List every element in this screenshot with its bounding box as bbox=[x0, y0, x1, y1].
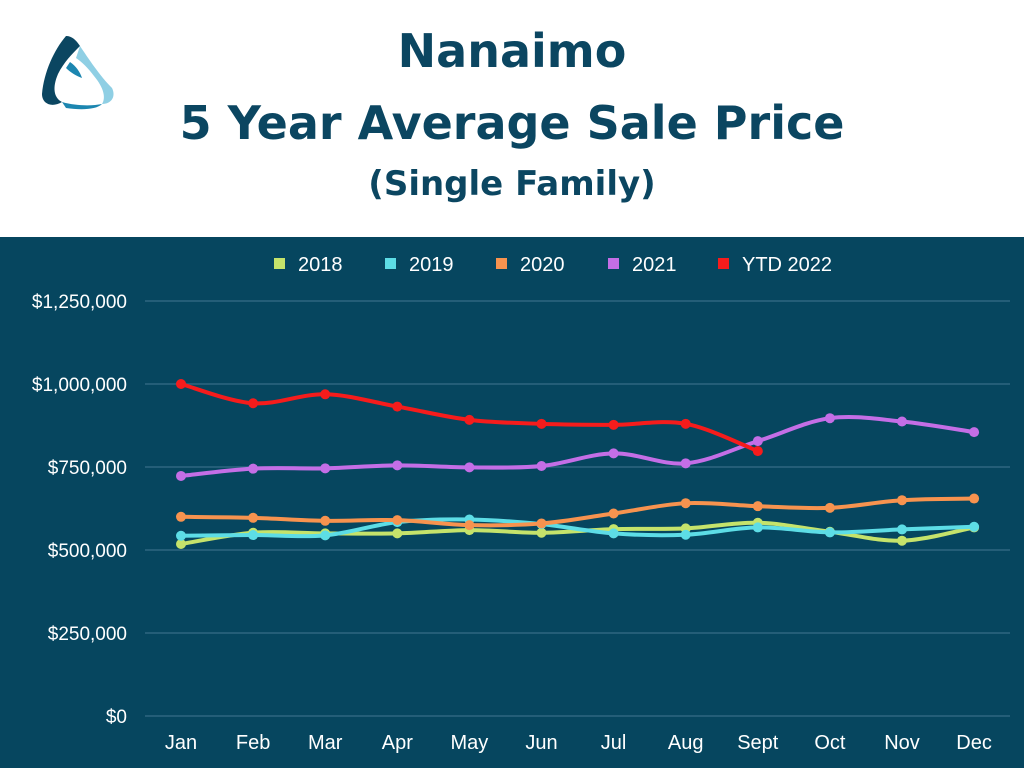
legend-swatch bbox=[274, 258, 285, 269]
data-point bbox=[320, 515, 331, 526]
line-chart: $0 $250,000 $500,000 $750,000 $1,000,000 $1,2… bbox=[32, 254, 1010, 754]
x-tick-label: Jun bbox=[525, 732, 557, 754]
y-tick-label: $750,000 bbox=[48, 458, 127, 479]
data-point bbox=[969, 427, 980, 438]
header: Nanaimo 5 Year Average Sale Price (Singl… bbox=[0, 0, 1024, 237]
y-tick-label: $1,000,000 bbox=[32, 375, 127, 396]
data-point bbox=[897, 524, 907, 535]
data-point bbox=[176, 470, 186, 481]
data-point bbox=[752, 446, 763, 457]
y-tick-label: $250,000 bbox=[48, 624, 127, 645]
company-logo bbox=[42, 36, 114, 110]
series-ytd-2022 bbox=[176, 379, 763, 457]
data-point bbox=[824, 502, 835, 513]
x-tick-label: Mar bbox=[308, 732, 343, 754]
series-line bbox=[180, 496, 975, 528]
legend-item: 2019 bbox=[385, 254, 454, 276]
data-point bbox=[536, 461, 547, 472]
data-point bbox=[176, 530, 186, 541]
data-point bbox=[176, 379, 186, 389]
legend-item: 2018 bbox=[274, 254, 343, 276]
data-point bbox=[824, 527, 835, 538]
x-tick-label: Sept bbox=[737, 732, 779, 754]
data-point bbox=[897, 495, 907, 506]
legend-swatch bbox=[608, 258, 619, 269]
x-tick-label: Dec bbox=[956, 732, 992, 754]
data-point bbox=[969, 493, 980, 504]
y-tick-label: $500,000 bbox=[48, 541, 127, 562]
legend-label: YTD 2022 bbox=[742, 254, 832, 276]
legend-label: 2021 bbox=[632, 254, 677, 276]
data-point bbox=[176, 539, 186, 550]
data-point bbox=[608, 448, 619, 459]
legend-label: 2020 bbox=[520, 254, 565, 276]
series-2020 bbox=[176, 493, 980, 531]
data-point bbox=[752, 501, 763, 512]
data-point bbox=[824, 413, 835, 424]
data-point bbox=[680, 498, 691, 509]
x-tick-label: Feb bbox=[236, 732, 270, 754]
data-point bbox=[392, 515, 403, 526]
data-point bbox=[752, 436, 763, 447]
data-point bbox=[897, 535, 907, 546]
x-tick-label: Jan bbox=[165, 732, 197, 754]
chart-panel: $0 $250,000 $500,000 $750,000 $1,000,000 $1,2… bbox=[0, 237, 1024, 768]
data-point bbox=[608, 508, 619, 519]
data-point bbox=[536, 418, 547, 429]
series-line bbox=[180, 415, 975, 478]
data-point bbox=[392, 460, 403, 471]
data-point bbox=[536, 518, 547, 529]
data-point bbox=[608, 419, 619, 430]
data-point bbox=[248, 512, 259, 523]
x-tick-label: Nov bbox=[884, 732, 920, 754]
data-point bbox=[320, 530, 331, 541]
legend-label: 2018 bbox=[298, 254, 343, 276]
data-point bbox=[464, 520, 475, 531]
legend-label: 2019 bbox=[409, 254, 454, 276]
data-point bbox=[392, 528, 403, 539]
legend-swatch bbox=[718, 258, 729, 269]
x-tick-label: Jul bbox=[601, 732, 627, 754]
legend-swatch bbox=[496, 258, 507, 269]
data-point bbox=[464, 414, 475, 425]
legend-swatch bbox=[385, 258, 396, 269]
data-point bbox=[536, 527, 547, 538]
x-tick-label: May bbox=[451, 732, 489, 754]
legend-item: 2020 bbox=[496, 254, 565, 276]
series-2021 bbox=[176, 413, 980, 481]
title-line-1: Nanaimo bbox=[397, 24, 627, 78]
x-tick-label: Oct bbox=[814, 732, 846, 754]
x-tick-label: Aug bbox=[668, 732, 704, 754]
data-point bbox=[248, 398, 259, 409]
data-point bbox=[680, 418, 691, 429]
x-tick-label: Apr bbox=[382, 732, 413, 754]
data-point bbox=[176, 511, 186, 522]
y-tick-label: $0 bbox=[106, 707, 127, 728]
data-point bbox=[464, 462, 475, 473]
title-line-2: 5 Year Average Sale Price bbox=[179, 96, 845, 150]
legend-item: YTD 2022 bbox=[718, 254, 832, 276]
data-point bbox=[248, 463, 259, 474]
data-point bbox=[969, 521, 980, 532]
data-point bbox=[320, 389, 331, 400]
data-point bbox=[752, 522, 763, 533]
data-point bbox=[392, 401, 403, 412]
data-point bbox=[248, 530, 259, 541]
data-point bbox=[897, 416, 907, 427]
data-point bbox=[680, 458, 691, 469]
title-line-3: (Single Family) bbox=[368, 164, 656, 204]
legend-item: 2021 bbox=[608, 254, 677, 276]
y-tick-label: $1,250,000 bbox=[32, 292, 127, 313]
data-point bbox=[680, 529, 691, 540]
data-point bbox=[320, 463, 331, 474]
data-point bbox=[608, 528, 619, 539]
series-line bbox=[180, 517, 975, 539]
